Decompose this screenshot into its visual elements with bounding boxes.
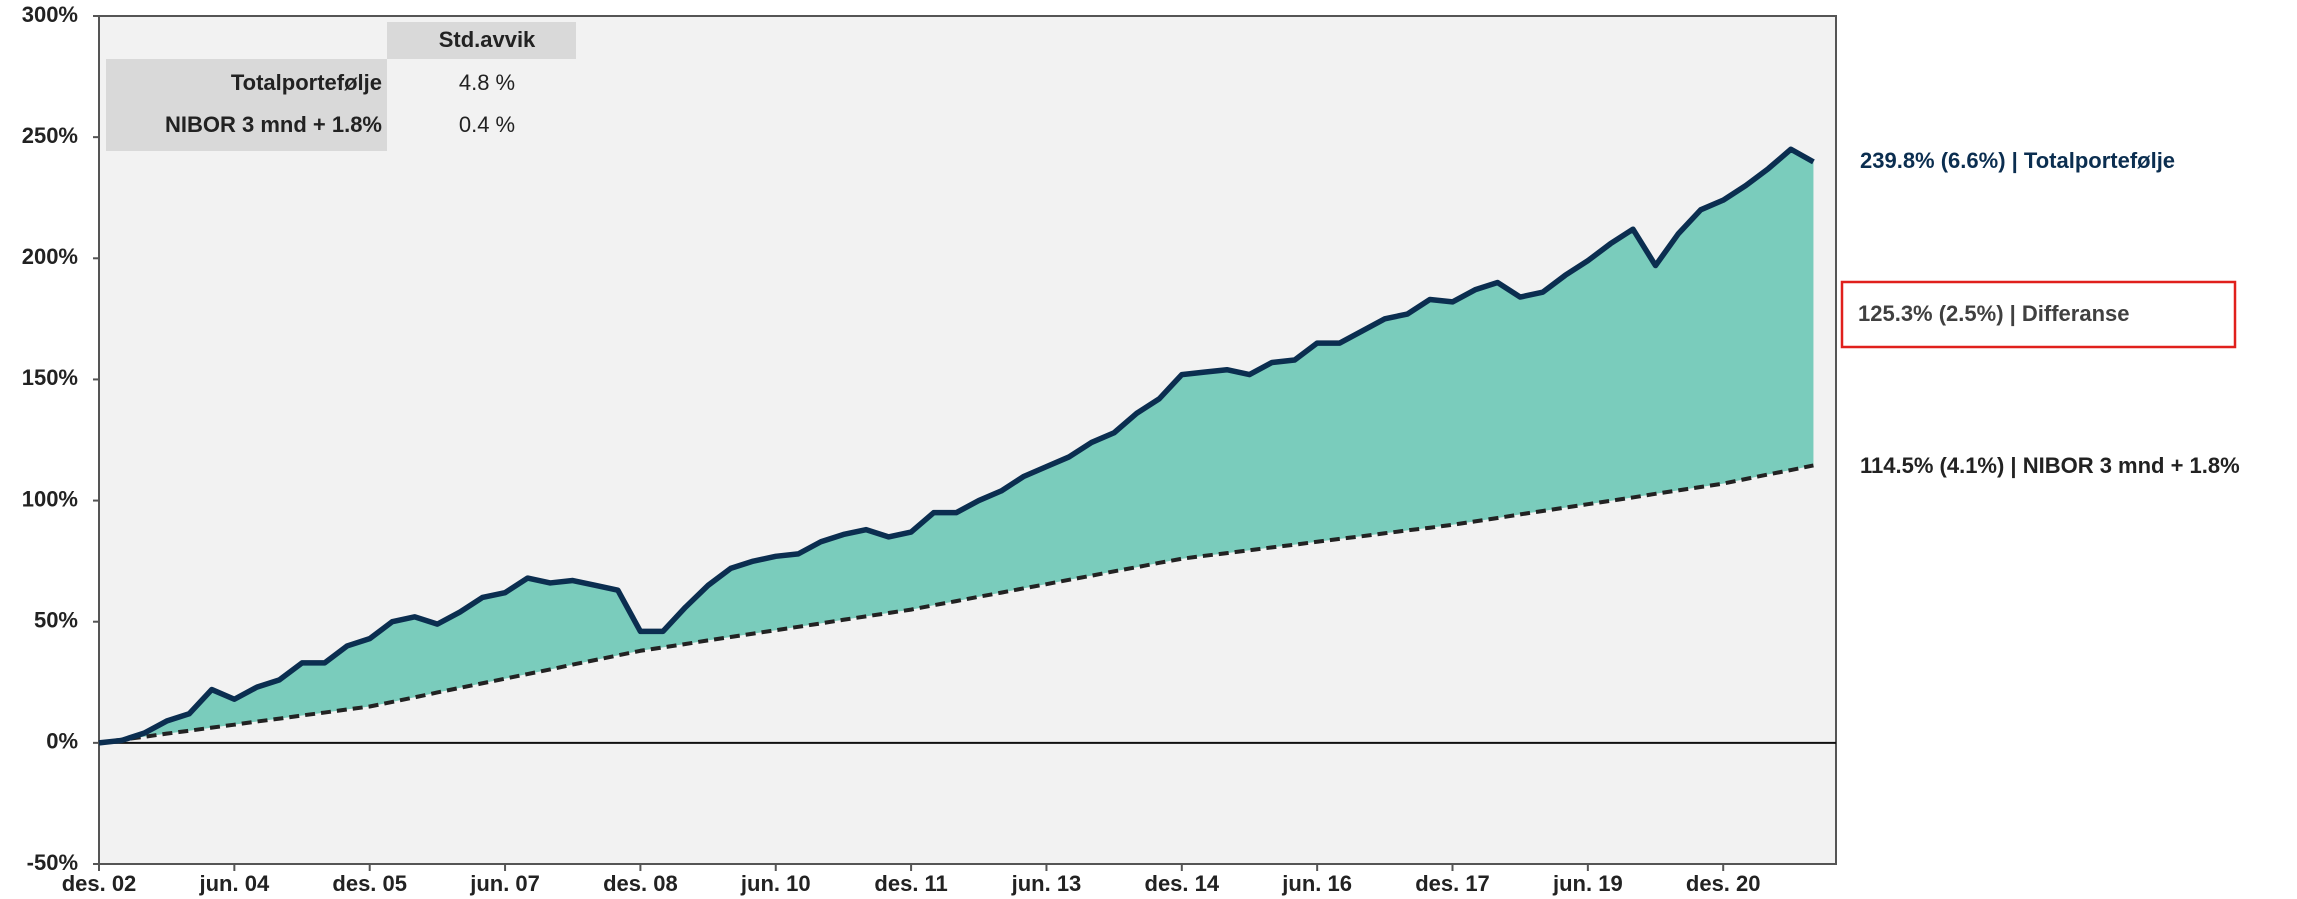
difference-area <box>99 149 1814 743</box>
table-row-label: NIBOR 3 mnd + 1.8% <box>165 112 382 137</box>
x-tick-label: des. 02 <box>62 871 137 896</box>
x-tick-label: des. 08 <box>603 871 678 896</box>
table-cell: 4.8 % <box>459 70 515 95</box>
end-label: 125.3% (2.5%) | Differanse <box>1858 301 2130 326</box>
x-tick-label: jun. 16 <box>1281 871 1352 896</box>
y-tick-label: 50% <box>34 608 78 633</box>
x-tick-label: des. 11 <box>874 871 947 896</box>
table-label-cells <box>106 59 387 151</box>
x-tick-label: des. 17 <box>1415 871 1490 896</box>
x-tick-label: des. 05 <box>332 871 407 896</box>
table-cell: 0.4 % <box>459 112 515 137</box>
series-line <box>98 463 1814 745</box>
end-label: 239.8% (6.6%) | Totalportefølje <box>1860 148 2175 173</box>
table-row-label: Totalportefølje <box>231 70 382 95</box>
y-tick-label: 250% <box>22 123 78 148</box>
x-tick-label: jun. 04 <box>199 871 270 896</box>
x-tick-label: jun. 13 <box>1011 871 1082 896</box>
x-tick-label: jun. 19 <box>1552 871 1623 896</box>
x-tick-label: des. 20 <box>1686 871 1761 896</box>
table-header-cell <box>387 22 576 59</box>
y-tick-label: -50% <box>27 850 78 875</box>
y-tick-label: 0% <box>46 729 78 754</box>
x-tick-label: jun. 07 <box>469 871 540 896</box>
y-tick-label: 200% <box>22 244 78 269</box>
x-tick-label: des. 14 <box>1145 871 1220 896</box>
table-header: Std.avvik <box>439 27 536 52</box>
series-line <box>98 146 1815 746</box>
y-tick-label: 300% <box>22 2 78 27</box>
y-tick-label: 100% <box>22 486 78 511</box>
end-label: 114.5% (4.1%) | NIBOR 3 mnd + 1.8% <box>1860 453 2240 478</box>
y-tick-label: 150% <box>22 365 78 390</box>
x-tick-label: jun. 10 <box>740 871 811 896</box>
highlight-box <box>1840 280 2237 349</box>
